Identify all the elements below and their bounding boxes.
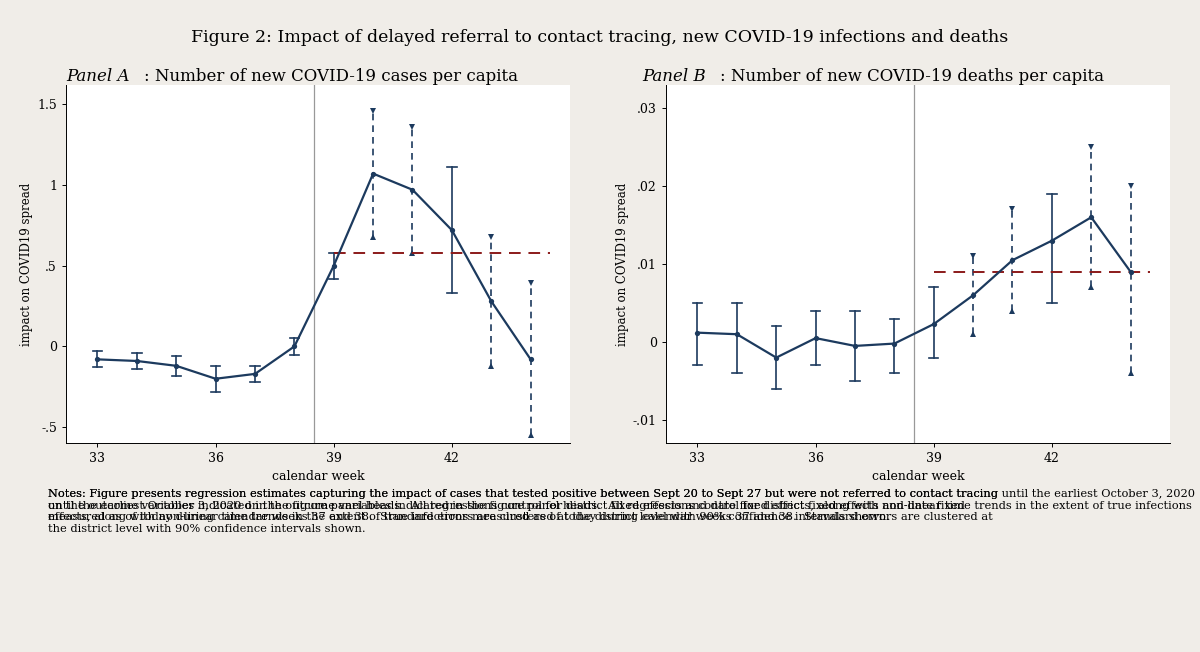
Text: Notes: Figure presents regression estimates capturing the impact of cases that t: Notes: Figure presents regression estima… <box>48 489 998 534</box>
Text: Notes: Figure presents regression estimates capturing the impact of cases that t: Notes: Figure presents regression estima… <box>48 489 1195 522</box>
Text: : Number of new COVID-19 cases per capita: : Number of new COVID-19 cases per capit… <box>144 68 518 85</box>
Text: Figure 2: Impact of delayed referral to contact tracing, new COVID-19 infections: Figure 2: Impact of delayed referral to … <box>191 29 1009 46</box>
Y-axis label: impact on COVID19 spread: impact on COVID19 spread <box>616 183 629 346</box>
Text: Panel B: Panel B <box>642 68 706 85</box>
Text: : Number of new COVID-19 deaths per capita: : Number of new COVID-19 deaths per capi… <box>720 68 1104 85</box>
Text: Panel A: Panel A <box>66 68 130 85</box>
Y-axis label: impact on COVID19 spread: impact on COVID19 spread <box>20 183 34 346</box>
X-axis label: calendar week: calendar week <box>871 469 965 482</box>
X-axis label: calendar week: calendar week <box>271 469 365 482</box>
